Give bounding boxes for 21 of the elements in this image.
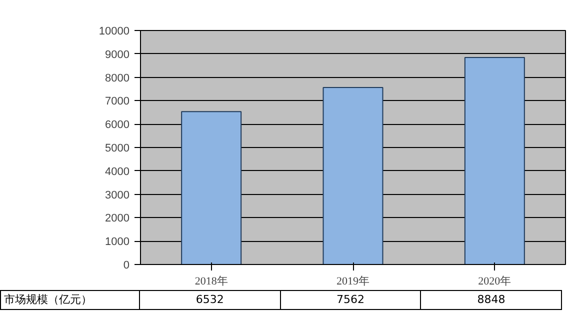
y-tick-label: 1000	[105, 236, 130, 248]
y-tick-label: 5000	[105, 142, 130, 154]
y-tick-label: 9000	[105, 48, 130, 61]
bar	[322, 87, 384, 264]
x-tick-label: 2018年	[194, 276, 228, 288]
y-tick-label: 2000	[105, 212, 130, 225]
bar	[464, 56, 525, 264]
y-tick-label: 4000	[105, 166, 130, 178]
y-tick-label: 6000	[105, 119, 130, 132]
x-tick-label: 2019年	[336, 276, 370, 288]
data-label: 6532	[140, 290, 280, 310]
y-tick-label: 10000	[98, 26, 130, 38]
y-tick-label: 0	[123, 260, 130, 272]
x-tick-label: 2020年	[478, 276, 512, 288]
bar	[181, 111, 242, 264]
y-tick-label: 8000	[105, 72, 130, 84]
text: 市场规模（亿元）	[0, 290, 140, 310]
data-label: 7562	[280, 290, 421, 310]
data-label: 8848	[420, 290, 562, 310]
y-tick-label: 3000	[105, 189, 130, 202]
y-tick-label: 7000	[105, 96, 130, 108]
